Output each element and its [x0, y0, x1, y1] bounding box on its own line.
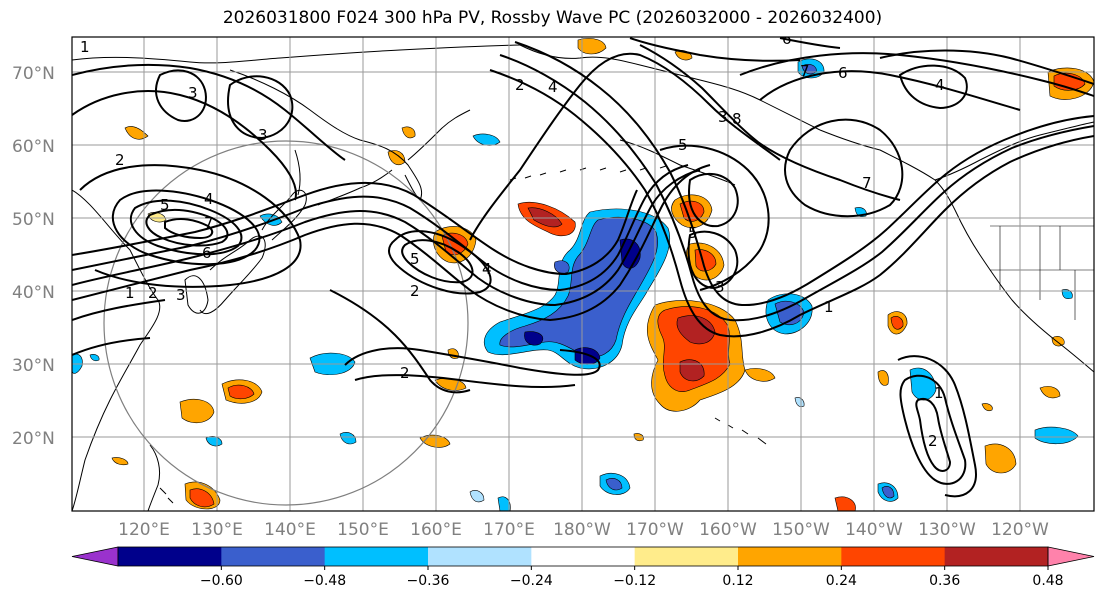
contour-label: 5 — [160, 196, 170, 214]
lat-label: 40°N — [12, 283, 55, 303]
contour-label: 3 — [258, 126, 268, 144]
contour-label: 6 — [782, 30, 792, 48]
colorbar-tick-label: −0.12 — [613, 573, 656, 589]
latitude-labels: 70°N 60°N 50°N 40°N 30°N 20°N — [12, 64, 55, 449]
contour-label: 1 — [80, 38, 90, 56]
colorbar-tick-label: 0.36 — [929, 573, 960, 589]
lon-label: 140°W — [845, 520, 903, 540]
lon-label: 170°W — [626, 520, 684, 540]
contour-label: 2 — [515, 76, 525, 94]
colorbar-segment — [531, 547, 636, 566]
colorbar: −0.60 −0.48 −0.36 −0.24 −0.12 0.12 0.24 0.36 0.4… — [71, 546, 1095, 589]
colorbar-segment — [634, 547, 739, 566]
colorbar-tick-label: 0.24 — [826, 573, 857, 589]
contour-label: 5 — [410, 250, 420, 268]
contour-label: 5 — [678, 136, 688, 154]
pv-contours — [72, 37, 1094, 498]
contour-label: 3 — [188, 84, 198, 102]
lat-label: 20°N — [12, 429, 55, 449]
contour-label: 1 — [125, 284, 135, 302]
contour-label: 2 — [928, 432, 938, 450]
lon-label: 150°E — [337, 520, 389, 540]
map-frame — [71, 36, 1095, 512]
contour-label: 2 — [410, 282, 420, 300]
contour-label: 1 — [824, 298, 834, 316]
colorbar-extend-high — [1047, 546, 1095, 567]
colorbar-tick-label: 0.48 — [1032, 573, 1063, 589]
contour-label: 4 — [204, 190, 214, 208]
contour-labels: 3 3 2 5 4 7 6 1 2 3 5 2 4 2 2 4 5 3 8 7 … — [80, 30, 945, 450]
contour-label: 3 — [718, 108, 728, 126]
political-borders — [990, 160, 1094, 320]
contour-label: 8 — [732, 110, 742, 128]
contour-label: 4 — [935, 76, 945, 94]
colorbar-segment — [324, 547, 429, 566]
contour-label: 6 — [838, 64, 848, 82]
contour-label: 3 — [715, 278, 725, 296]
colorbar-segment — [738, 547, 842, 566]
contour-label: 4 — [482, 260, 492, 278]
lon-label: 180°W — [553, 520, 611, 540]
colorbar-segment — [428, 547, 532, 566]
colorbar-segment — [944, 547, 1049, 566]
contour-label: 2 — [148, 284, 158, 302]
contour-label: 4 — [548, 78, 558, 96]
contour-label: 6 — [202, 244, 212, 262]
lat-label: 50°N — [12, 210, 55, 230]
colorbar-tick-label: −0.60 — [200, 573, 243, 589]
colorbar-tick-label: −0.48 — [303, 573, 346, 589]
contour-label: 3 — [176, 286, 186, 304]
range-circle — [103, 140, 469, 506]
colorbar-tick-label: 0.12 — [722, 573, 753, 589]
longitude-labels: 120°E 130°E 140°E 150°E 160°E 170°E 180°… — [118, 520, 1049, 540]
contour-label: 2 — [400, 364, 410, 382]
contour-label: 7 — [862, 174, 872, 192]
lon-label: 130°W — [918, 520, 976, 540]
contour-label: 7 — [204, 214, 214, 232]
colorbar-extend-low — [71, 546, 119, 567]
lon-label: 130°E — [191, 520, 243, 540]
lon-label: 170°E — [483, 520, 535, 540]
contour-label: 7 — [800, 62, 810, 80]
map-title: 2026031800 F024 300 hPa PV, Rossby Wave … — [222, 8, 883, 28]
colorbar-frame — [117, 546, 1049, 567]
lat-label: 70°N — [12, 64, 55, 84]
lon-label: 140°E — [264, 520, 316, 540]
lon-label: 160°E — [410, 520, 462, 540]
lon-label: 120°E — [118, 520, 170, 540]
pv-anomaly-fills — [72, 38, 1094, 511]
lon-label: 120°W — [991, 520, 1049, 540]
colorbar-segment — [841, 547, 946, 566]
coastlines — [72, 44, 1094, 511]
contour-label: 5 — [688, 224, 698, 242]
colorbar-segment — [118, 547, 222, 566]
colorbar-tick-label: −0.24 — [510, 573, 553, 589]
colorbar-tick-label: −0.36 — [407, 573, 450, 589]
lat-label: 60°N — [12, 137, 55, 157]
lat-label: 30°N — [12, 356, 55, 376]
contour-label: 1 — [934, 384, 944, 402]
contour-label: 2 — [115, 151, 125, 169]
lon-label: 160°W — [699, 520, 757, 540]
colorbar-segment — [221, 547, 326, 566]
lon-label: 150°W — [772, 520, 830, 540]
